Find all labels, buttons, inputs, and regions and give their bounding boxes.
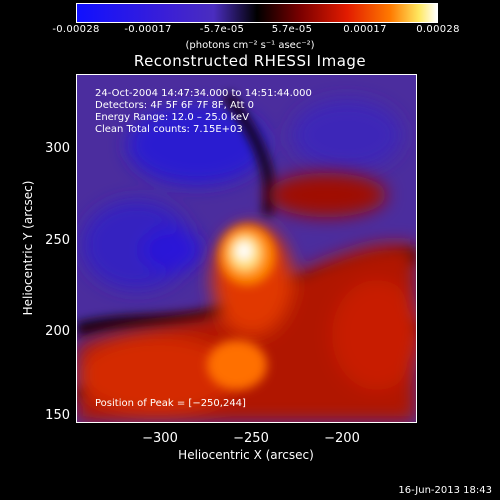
colorbar-tick: 5.7e-05 [271, 24, 313, 35]
peak-position-label: Position of Peak = [−250,244] [95, 398, 246, 409]
chart-title: Reconstructed RHESSI Image [133, 52, 367, 70]
x-tick-label: −300 [142, 431, 178, 446]
plot-area [76, 74, 417, 423]
y-tick-label: 200 [45, 324, 70, 339]
y-tick-label: 250 [45, 233, 70, 248]
y-tick-label: 300 [45, 141, 70, 156]
colorbar-tick: -0.00017 [124, 24, 172, 35]
clean-counts-info: Clean Total counts: 7.15E+03 [95, 124, 243, 135]
y-axis-label: Heliocentric Y (arcsec) [21, 180, 35, 316]
x-tick-label: −250 [233, 431, 269, 446]
heatmap-negative-regions [82, 100, 402, 290]
detectors-info: Detectors: 4F 5F 6F 7F 8F, Att 0 [95, 100, 255, 111]
energy-range-info: Energy Range: 12.0 – 25.0 keV [95, 112, 249, 123]
timestamp: 16-Jun-2013 18:43 [398, 485, 492, 496]
colorbar [76, 3, 438, 23]
colorbar-tick: 0.00028 [416, 24, 460, 35]
x-axis-label: Heliocentric X (arcsec) [178, 448, 314, 462]
y-tick-label: 150 [45, 408, 70, 423]
colorbar-unit-label: (photons cm⁻² s⁻¹ asec⁻²) [185, 40, 315, 51]
x-tick-label: −200 [324, 431, 360, 446]
colorbar-tick: -5.7e-05 [199, 24, 245, 35]
colorbar-tick: 0.00017 [343, 24, 387, 35]
observation-time: 24-Oct-2004 14:47:34.000 to 14:51:44.000 [95, 88, 312, 99]
heatmap-image [77, 75, 416, 422]
colorbar-tick: -0.00028 [52, 24, 100, 35]
heatmap-bright-core [207, 225, 275, 390]
